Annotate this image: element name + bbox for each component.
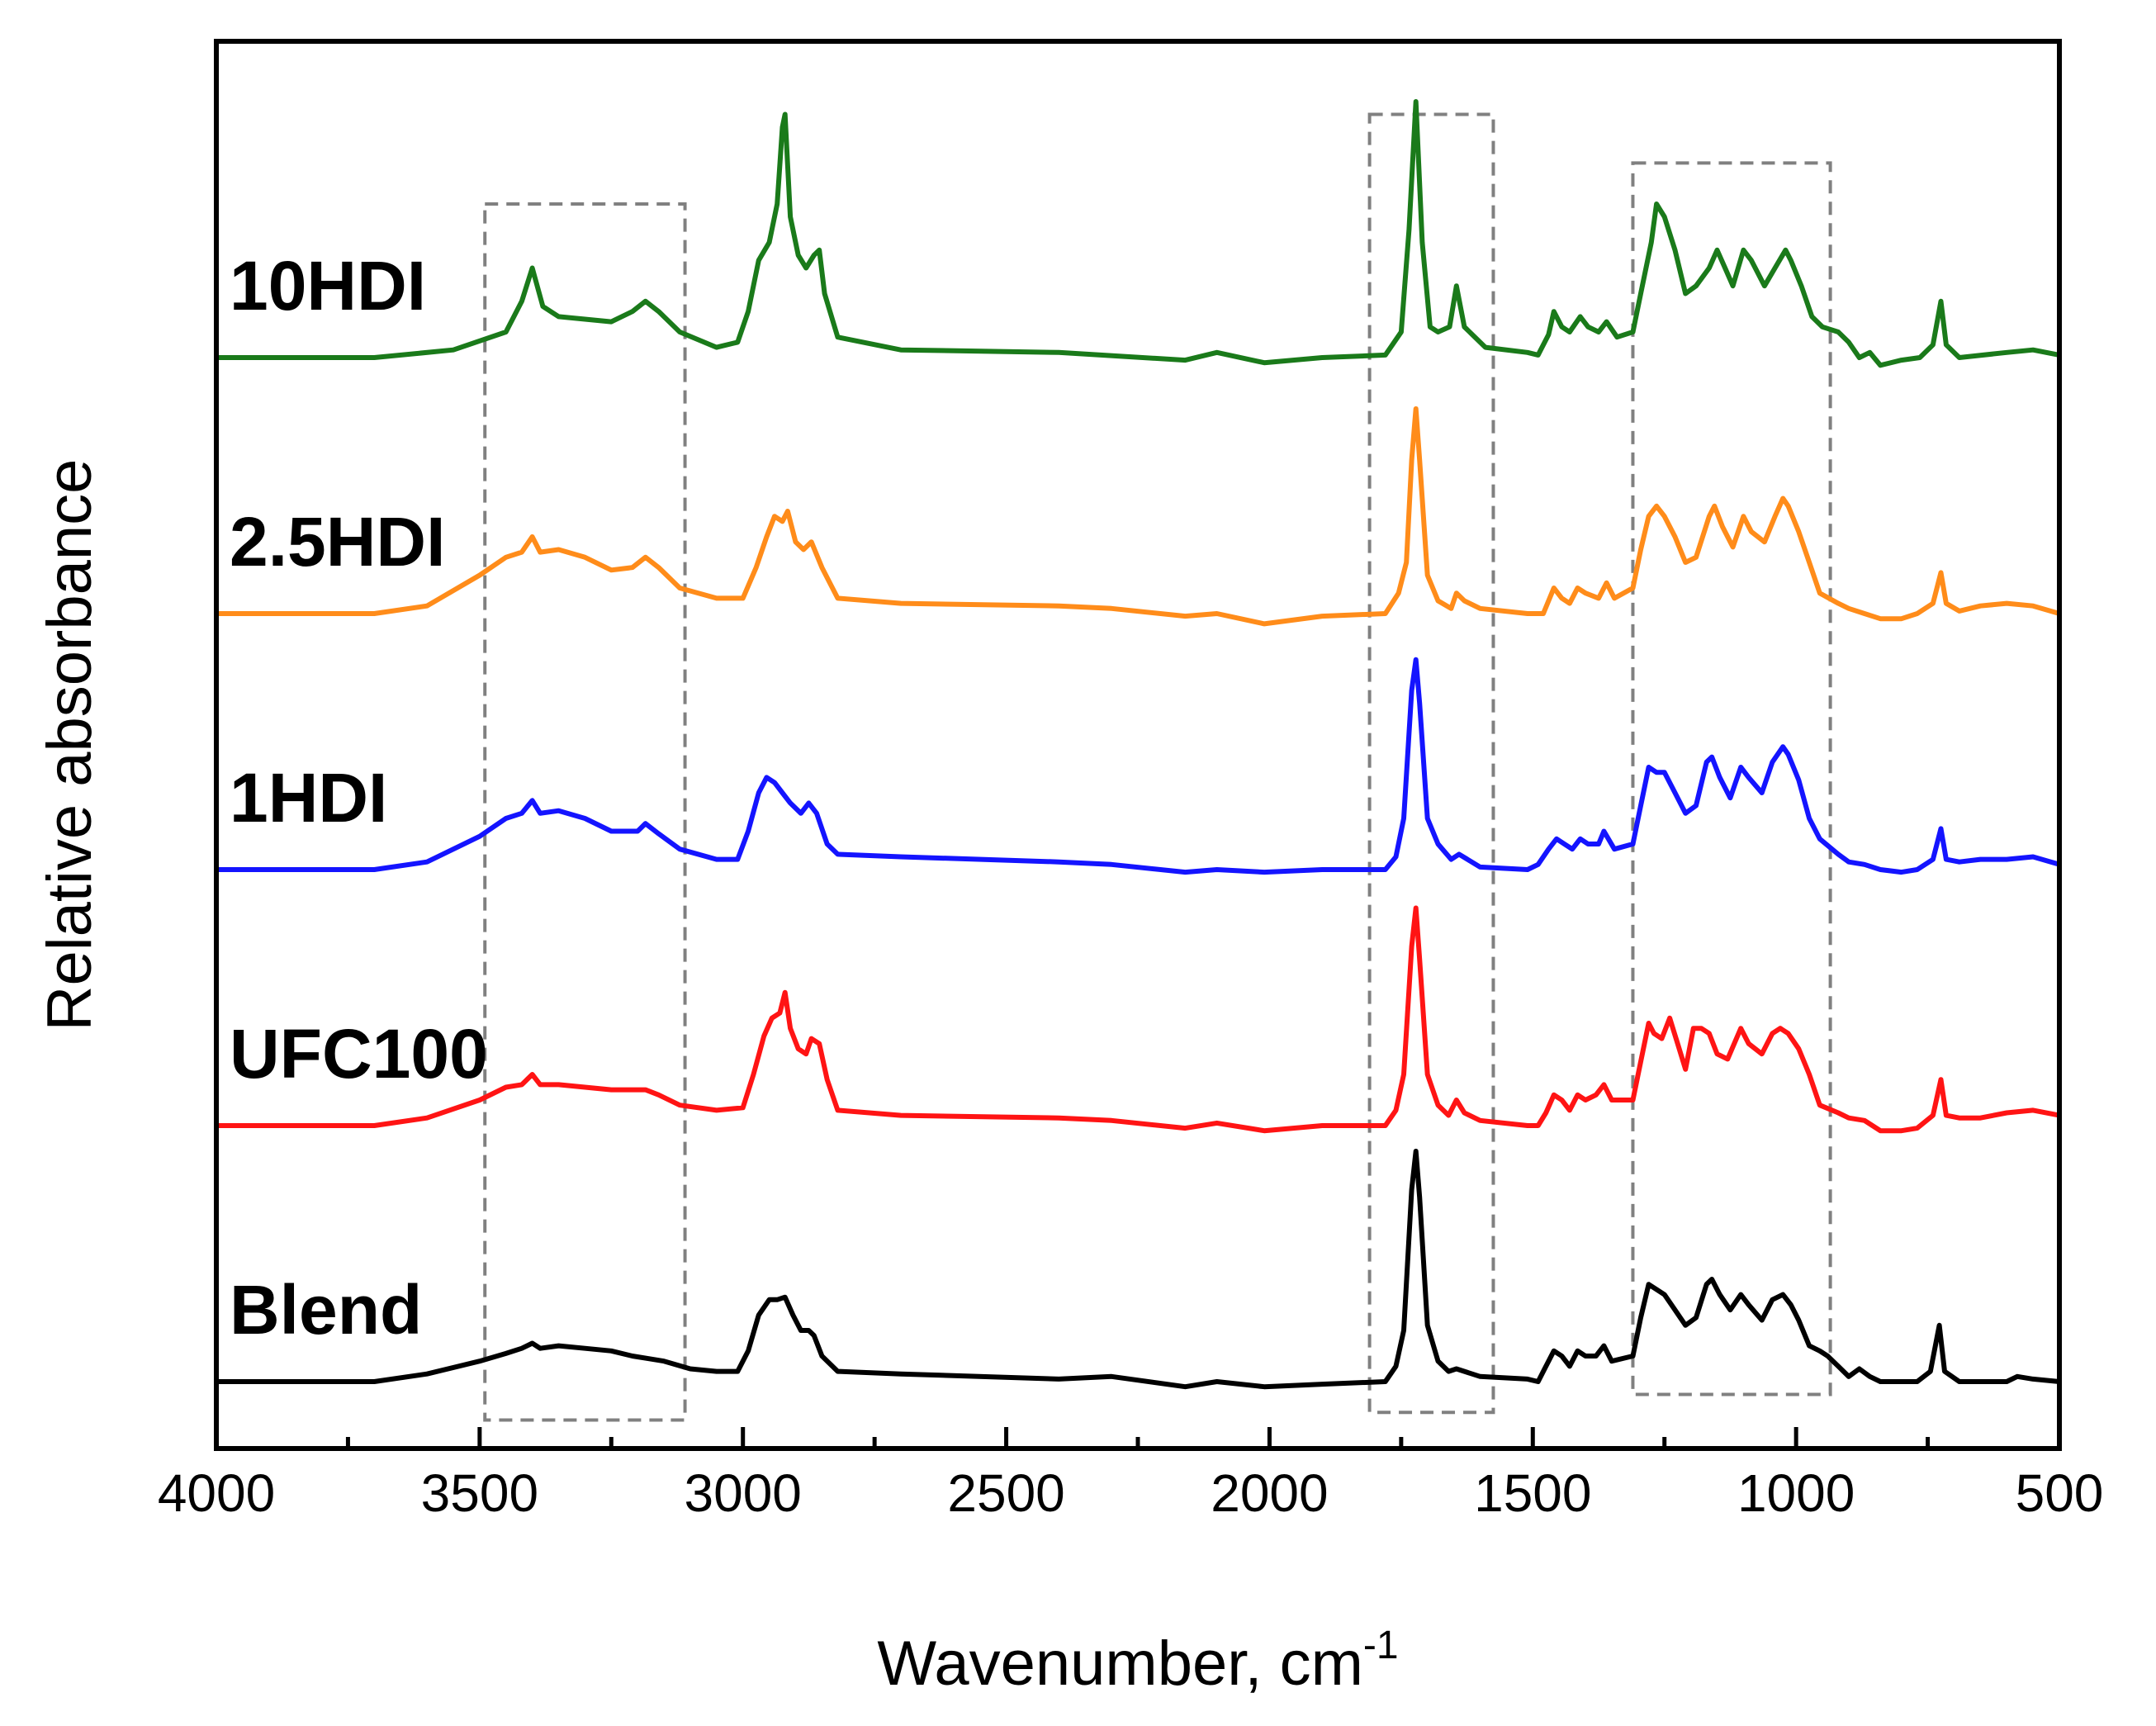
series-line-1hdi (214, 657, 2062, 875)
series-labels: 10HDI 2.5HDI 1HDI UFC100 Blend (230, 247, 488, 1349)
x-tick-label: 2000 (1211, 1463, 1328, 1523)
spectra-series (214, 99, 2062, 1390)
x-tick-label: 4000 (158, 1463, 275, 1523)
x-tick-label: 3500 (421, 1463, 538, 1523)
y-axis-title: Relative absorbance (35, 459, 105, 1031)
series-line-blend (214, 1149, 2062, 1390)
series-label-2-5hdi: 2.5HDI (230, 503, 445, 581)
x-tick-label: 2500 (947, 1463, 1064, 1523)
highlight-region-1 (483, 202, 687, 1422)
highlight-region-2 (1367, 112, 1495, 1415)
x-tick-label: 1000 (1737, 1463, 1855, 1523)
x-tick-label: 1500 (1474, 1463, 1591, 1523)
highlight-region-3 (1631, 161, 1832, 1396)
series-line-10hdi (214, 99, 2062, 368)
series-label-ufc100: UFC100 (230, 1015, 488, 1093)
series-line-2-5hdi (214, 406, 2062, 627)
series-label-blend: Blend (230, 1271, 422, 1349)
x-tick-label: 3000 (685, 1463, 802, 1523)
series-label-10hdi: 10HDI (230, 247, 426, 325)
x-tick-label: 500 (2016, 1463, 2104, 1523)
x-axis-title-main: Wavenumber, cm (877, 1629, 1362, 1699)
x-axis-title-superscript: -1 (1363, 1624, 1399, 1667)
x-axis-title: Wavenumber, cm-1 (877, 1624, 1398, 1699)
series-label-1hdi: 1HDI (230, 759, 387, 837)
x-axis-ticks: 4000 3500 3000 2500 2000 1500 1000 500 (158, 1427, 2104, 1523)
series-line-ufc100 (214, 905, 2062, 1134)
highlight-regions (483, 112, 1832, 1422)
